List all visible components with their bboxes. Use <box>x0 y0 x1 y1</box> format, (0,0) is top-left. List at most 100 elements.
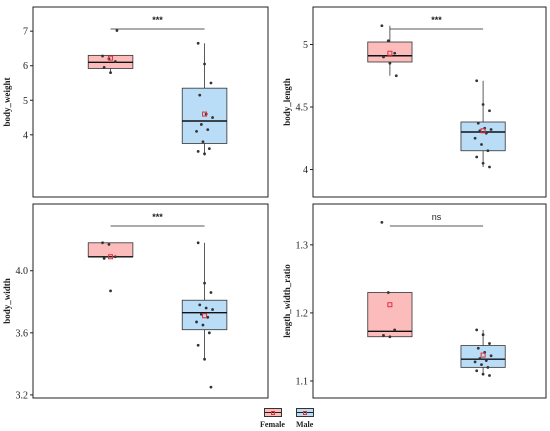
data-point-male <box>204 306 208 310</box>
plot-frame <box>32 6 269 198</box>
data-point-female <box>109 71 112 75</box>
data-point-male <box>488 374 491 377</box>
data-point-male <box>475 155 479 159</box>
figure: 4567body_weight***44.55body_length***3.2… <box>2 6 547 401</box>
legend: Female Male <box>260 404 322 430</box>
data-point-female <box>386 291 390 294</box>
y-tick-label: 4 <box>303 165 308 176</box>
data-point-male <box>488 109 491 113</box>
data-point-male <box>195 320 198 324</box>
data-point-male <box>475 369 479 373</box>
data-point-male <box>486 365 490 369</box>
y-tick-label: 1.1 <box>296 376 309 387</box>
box-female <box>367 41 413 63</box>
y-axis-label: length_width_ratio <box>282 264 292 338</box>
data-point-male <box>198 303 202 307</box>
y-tick-label: 4.5 <box>296 103 309 114</box>
box-male <box>181 299 228 331</box>
y-axis-label: body_width <box>2 278 12 324</box>
box-male <box>460 345 506 368</box>
mean-marker-female <box>108 55 114 61</box>
data-point-female <box>393 328 397 332</box>
y-tick-label: 5 <box>23 96 28 107</box>
legend-swatch-female <box>264 408 282 417</box>
data-point-male <box>486 149 490 153</box>
data-point-female <box>380 24 384 28</box>
data-point-female <box>102 66 106 69</box>
y-tick-label: 5 <box>303 40 308 51</box>
data-point-male <box>206 128 210 132</box>
data-point-male <box>195 129 198 133</box>
data-point-male <box>481 161 485 165</box>
data-point-male <box>475 79 479 83</box>
data-point-male <box>209 81 213 85</box>
data-point-female <box>102 256 106 260</box>
mean-marker-female <box>387 50 393 56</box>
data-point-male <box>203 281 206 285</box>
mean-marker-male <box>480 128 486 134</box>
y-axis-label: body_length <box>282 78 292 126</box>
data-point-male <box>207 331 211 335</box>
data-point-female <box>394 74 398 78</box>
data-point-male <box>478 357 482 360</box>
data-point-male <box>211 308 214 311</box>
data-point-male <box>476 346 480 350</box>
y-tick-label: 1.2 <box>296 308 309 319</box>
plot-frame <box>312 203 547 399</box>
data-point-male <box>207 147 211 151</box>
data-point-male <box>484 131 488 135</box>
data-point-male <box>489 354 493 358</box>
data-point-male <box>488 165 491 169</box>
data-point-female <box>382 55 385 59</box>
mean-marker-male <box>202 111 208 117</box>
data-point-male <box>203 62 206 66</box>
y-axis-label: body_weight <box>2 77 12 126</box>
data-point-male <box>475 328 479 332</box>
data-point-female <box>101 54 104 58</box>
panel-body_width: 3.2 3.6 4.0 body_width *** <box>2 203 269 401</box>
data-point-male <box>489 128 493 131</box>
legend-label-male: Male <box>296 420 314 429</box>
box-male <box>460 121 506 152</box>
data-point-male <box>201 140 205 144</box>
data-point-male <box>201 323 205 327</box>
data-point-female <box>115 29 119 32</box>
plot-frame <box>312 6 547 198</box>
y-tick-label: 3.2 <box>16 390 29 401</box>
data-point-male <box>476 121 480 125</box>
legend-label-female: Female <box>260 420 285 429</box>
mean-marker-male <box>480 352 486 358</box>
data-point-male <box>203 152 206 156</box>
data-point-female <box>388 335 392 339</box>
significance-label: *** <box>152 212 163 222</box>
data-point-male <box>199 123 203 126</box>
significance-label: *** <box>152 15 163 25</box>
data-point-male <box>196 150 200 153</box>
y-tick-label: 3.6 <box>16 328 29 339</box>
data-point-male <box>473 360 477 364</box>
data-point-female <box>113 60 117 63</box>
mean-marker-male <box>202 313 208 319</box>
data-point-female <box>101 241 104 245</box>
data-point-male <box>481 372 485 376</box>
data-point-male <box>211 116 214 119</box>
mean-marker-female <box>108 254 114 260</box>
data-point-female <box>107 242 111 246</box>
mean-marker-female <box>387 302 393 308</box>
y-tick-label: 7 <box>23 27 28 38</box>
data-point-male <box>480 363 483 367</box>
data-point-female <box>393 51 397 55</box>
y-tick-label: 6 <box>23 61 28 72</box>
data-point-male <box>484 359 488 362</box>
data-point-female <box>388 61 392 65</box>
significance-label: ns <box>432 212 442 222</box>
plot-frame <box>32 203 269 399</box>
panel-body_length: 4 4.5 5 body_length *** <box>282 6 547 198</box>
data-point-male <box>488 342 491 345</box>
data-point-male <box>196 241 200 245</box>
data-point-male <box>209 385 213 389</box>
data-point-female <box>386 39 390 43</box>
y-tick-label: 4.0 <box>16 266 29 277</box>
legend-swatch-male <box>296 408 314 417</box>
data-point-female <box>113 255 117 259</box>
